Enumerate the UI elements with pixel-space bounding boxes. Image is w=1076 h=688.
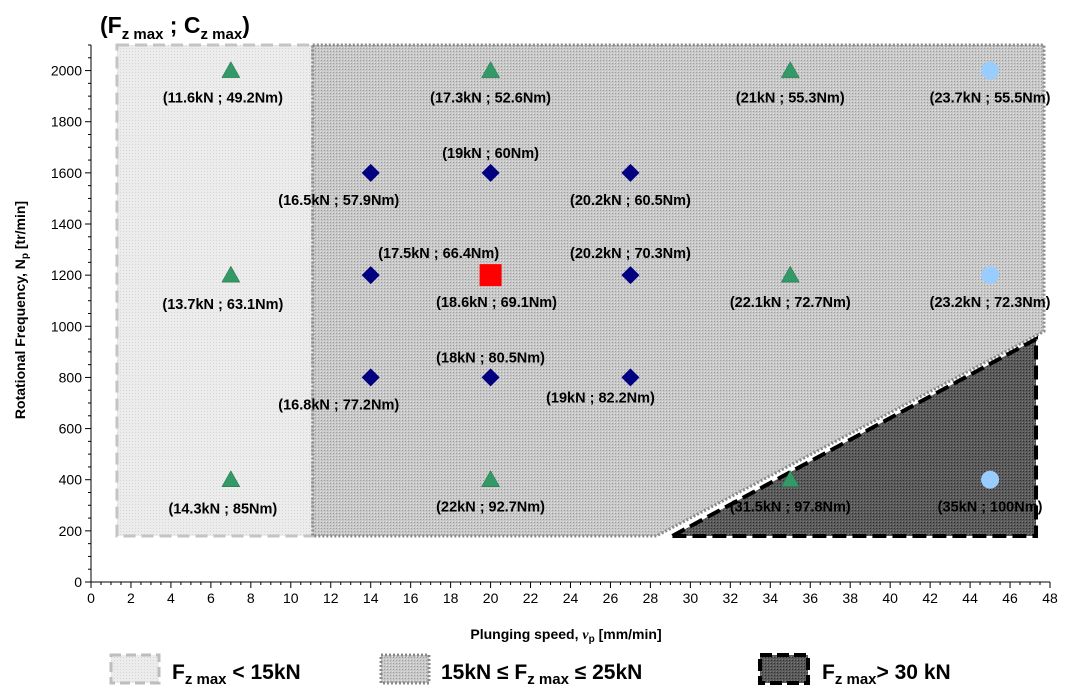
- x-tick-label: 12: [323, 590, 339, 606]
- data-point-diamond: [361, 368, 380, 387]
- x-tick-label: 4: [167, 590, 175, 606]
- x-tick-label: 40: [882, 590, 898, 606]
- legend-label-mid: 15kN ≤ Fz max ≤ 25kN: [441, 661, 642, 688]
- x-tick-label: 22: [523, 590, 539, 606]
- y-tick-label: 600: [59, 421, 83, 437]
- y-tick-label: 1200: [51, 267, 82, 283]
- data-point-triangle: [780, 470, 800, 487]
- data-point-label: (23.7kN ; 55.5Nm): [930, 91, 1051, 107]
- data-point-label: (19kN ; 60Nm): [442, 146, 539, 162]
- x-tick-label: 48: [1042, 590, 1058, 606]
- data-point-circle: [981, 61, 1000, 80]
- x-axis-title: Plunging speed, vp [mm/min]: [470, 626, 661, 645]
- data-point-label: (16.8kN ; 77.2Nm): [278, 397, 399, 413]
- x-tick-label: 20: [483, 590, 499, 606]
- y-tick-label: 1400: [51, 216, 82, 232]
- data-point-label: (17.5kN ; 66.4Nm): [378, 246, 499, 262]
- axes-layer: 0 2 4 6 8 10 12 14 16 18 20 22 24 26 28 30 32 34 36 38 40 42 4…: [51, 44, 1058, 606]
- legend-swatch-mid: [379, 653, 431, 685]
- data-point-circle: [981, 266, 1000, 285]
- y-tick-label: 0: [74, 574, 82, 590]
- data-point-label: (23.2kN ; 72.3Nm): [930, 295, 1051, 311]
- data-point-circle: [981, 470, 1000, 489]
- data-point-triangle: [221, 265, 241, 283]
- x-tick-label: 8: [247, 590, 255, 606]
- region-high-force: [671, 335, 1039, 538]
- x-tick-label: 24: [563, 590, 579, 606]
- corner-label: (Fz max ; Cz max): [100, 12, 250, 43]
- y-tick-label: 1600: [51, 165, 82, 181]
- data-point-triangle: [780, 61, 800, 78]
- data-point-triangle: [221, 61, 241, 78]
- x-tick-label: 28: [643, 590, 659, 606]
- x-tick-label: 44: [962, 590, 978, 606]
- data-point-label: (11.6kN ; 49.2Nm): [163, 91, 283, 107]
- y-axis-title: Rotational Frequency, Np [tr/min]: [12, 201, 31, 419]
- data-point-label: (20.2kN ; 70.3Nm): [570, 246, 691, 262]
- data-point-diamond: [361, 266, 380, 285]
- data-point-label: (21kN ; 55.3Nm): [736, 91, 845, 107]
- data-point-label: (20.2kN ; 60.5Nm): [570, 193, 691, 209]
- y-tick-label: 2000: [51, 63, 82, 79]
- legend-label-high: Fz max> 30 kN: [822, 661, 951, 688]
- data-point-label: (18kN ; 80.5Nm): [436, 350, 545, 366]
- x-tick-label: 26: [603, 590, 619, 606]
- regions-layer: [115, 43, 1046, 538]
- x-tick-label: 36: [802, 590, 818, 606]
- legend: Fz max < 15kN 15kN ≤ Fz max ≤ 25kN Fz ma…: [109, 653, 951, 688]
- y-tick-label: 200: [59, 523, 83, 539]
- x-tick-label: 6: [207, 590, 215, 606]
- data-point-diamond: [621, 368, 640, 387]
- data-point-triangle: [481, 61, 501, 78]
- x-tick-label: 46: [1002, 590, 1018, 606]
- data-point-label: (35kN ; 100Nm): [938, 500, 1043, 516]
- region-low-force: [115, 43, 315, 538]
- data-point-label: (22kN ; 92.7Nm): [436, 500, 545, 516]
- data-point-diamond: [481, 368, 500, 387]
- data-point-triangle: [481, 470, 501, 487]
- data-point-label: (13.7kN ; 63.1Nm): [162, 297, 283, 313]
- data-point-label: (17.3kN ; 52.6Nm): [430, 91, 551, 107]
- data-point-label: (18.6kN ; 69.1Nm): [436, 295, 557, 311]
- data-point-diamond: [361, 163, 380, 182]
- data-point-label: (14.3kN ; 85Nm): [168, 502, 277, 518]
- x-tick-label: 32: [723, 590, 739, 606]
- data-point-triangle: [221, 470, 241, 487]
- data-point-label: (22.1kN ; 72.7Nm): [730, 295, 851, 311]
- legend-label-low: Fz max < 15kN: [172, 661, 301, 688]
- legend-swatch-low: [109, 653, 161, 685]
- x-tick-label: 42: [922, 590, 938, 606]
- y-tick-label: 400: [59, 472, 83, 488]
- legend-swatch-high: [758, 653, 810, 685]
- x-tick-label: 16: [403, 590, 419, 606]
- data-point-square: [479, 264, 502, 287]
- point-labels-layer: (11.6kN ; 49.2Nm) (17.3kN ; 52.6Nm) (21kN …: [162, 91, 1050, 518]
- y-tick-label: 1800: [51, 114, 82, 130]
- data-point-label: (31.5kN ; 97.8Nm): [730, 500, 851, 516]
- data-point-triangle: [780, 265, 800, 283]
- x-tick-label: 30: [683, 590, 699, 606]
- points-layer: [221, 61, 1000, 489]
- x-tick-label: 14: [363, 590, 379, 606]
- x-tick-label: 2: [127, 590, 135, 606]
- data-point-diamond: [621, 266, 640, 285]
- x-tick-label: 10: [283, 590, 299, 606]
- x-tick-label: 18: [443, 590, 459, 606]
- region-mid-force: [311, 43, 1046, 538]
- data-point-diamond: [621, 163, 640, 182]
- y-tick-label: 800: [59, 369, 83, 385]
- x-tick-label: 38: [842, 590, 858, 606]
- y-tick-label: 1000: [51, 318, 82, 334]
- data-point-label: (16.5kN ; 57.9Nm): [278, 193, 399, 209]
- data-point-label: (19kN ; 82.2Nm): [546, 390, 655, 406]
- data-point-diamond: [481, 163, 500, 182]
- x-tick-label: 0: [87, 590, 95, 606]
- x-tick-label: 34: [763, 590, 779, 606]
